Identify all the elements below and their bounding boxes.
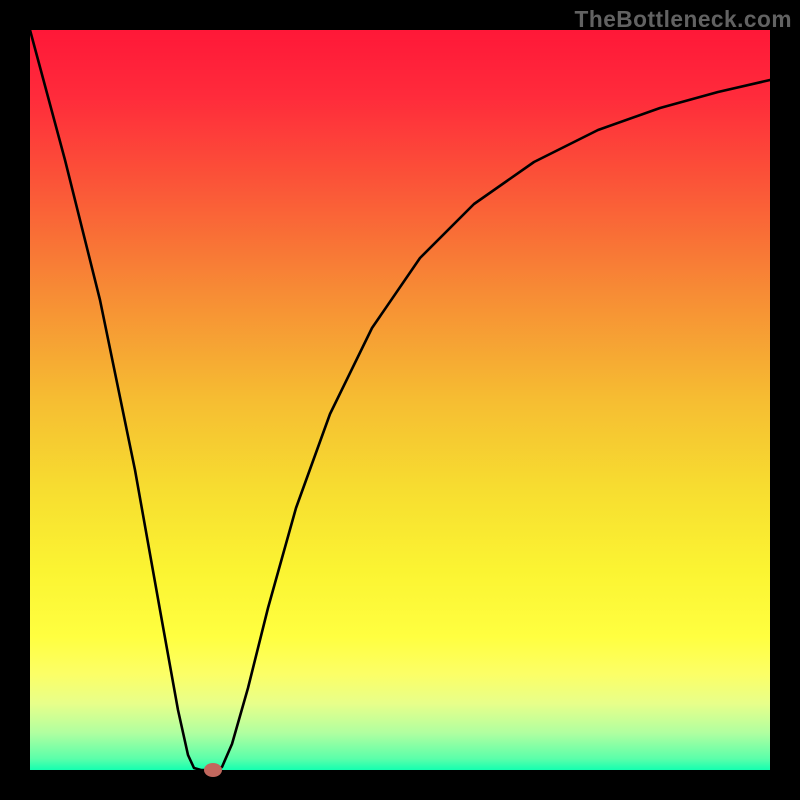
background-gradient	[30, 30, 770, 770]
border-bottom	[0, 770, 800, 800]
curve-svg	[0, 0, 800, 800]
border-right	[770, 0, 800, 800]
chart-stage: TheBottleneck.com	[0, 0, 800, 800]
border-left	[0, 0, 30, 800]
bottleneck-curve	[30, 30, 770, 770]
watermark-text: TheBottleneck.com	[575, 6, 792, 33]
minimum-dot	[204, 763, 222, 777]
